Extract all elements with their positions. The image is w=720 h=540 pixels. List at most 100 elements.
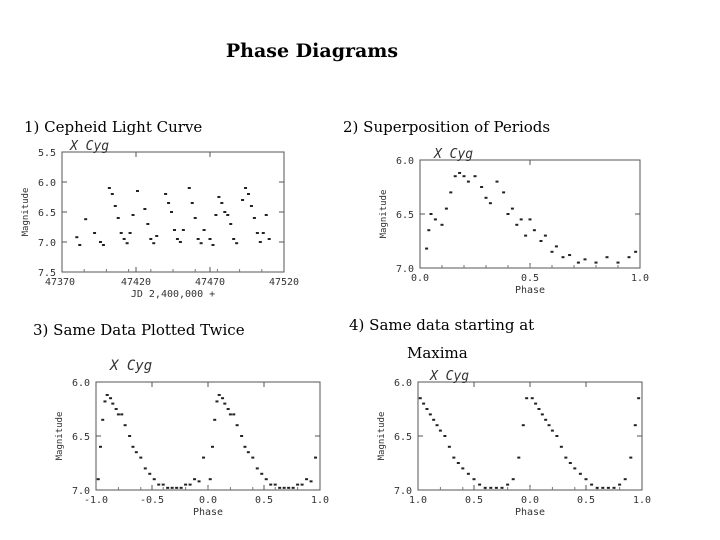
p3-data-point	[278, 486, 282, 489]
p4-data-point	[606, 486, 610, 489]
p3-data-point	[251, 456, 255, 459]
p4-data-point	[472, 478, 476, 481]
p2-data-point	[433, 218, 437, 221]
p1-data-point	[135, 190, 139, 192]
p2-data-point	[539, 240, 543, 242]
p2-data-point	[440, 223, 444, 226]
p2-data-point	[543, 234, 547, 237]
p3-xtick-label: 1.0	[311, 495, 329, 506]
p2-data-point	[616, 261, 620, 264]
p3-data-point	[157, 483, 161, 486]
p4-data-point	[483, 486, 487, 489]
p4-data-point	[530, 397, 534, 400]
p4-data-point	[584, 478, 588, 481]
p3-data-point	[226, 408, 230, 410]
p2-x-axis-label: Phase	[515, 285, 545, 296]
p3-data-point	[188, 483, 192, 486]
p2-data-point	[528, 218, 532, 221]
p2-data-point	[429, 213, 433, 215]
p4-chart-title: X Cyg	[429, 369, 469, 384]
p3-xtick-label: -1.0	[84, 495, 108, 506]
p4-data-point	[544, 418, 548, 421]
p1-data-point	[252, 217, 256, 219]
caption-starting-at-maxima-line1: 4) Same data starting at	[349, 316, 535, 334]
p2-data-point	[583, 258, 587, 261]
p1-data-point	[244, 187, 248, 189]
p2-data-point	[568, 254, 572, 257]
p1-data-point	[217, 196, 221, 198]
p3-data-point	[300, 483, 304, 486]
p3-data-point	[269, 483, 273, 486]
p3-data-point	[213, 418, 217, 421]
p1-data-point	[116, 217, 120, 219]
p1-ytick-label: 5.5	[38, 148, 56, 159]
p2-data-point	[532, 229, 536, 232]
p4-data-point	[540, 413, 544, 416]
p1-data-point	[155, 235, 159, 237]
p4-data-point	[438, 429, 442, 432]
p4-data-point	[478, 483, 482, 486]
p1-data-point	[246, 193, 250, 195]
p2-data-point	[488, 202, 492, 205]
p4-data-point	[432, 418, 436, 421]
p3-data-point	[208, 478, 212, 481]
p4-data-point	[517, 456, 521, 459]
p4-ytick-label: 6.0	[394, 378, 412, 389]
p4-data-point	[550, 429, 554, 432]
p4-data-point	[555, 435, 559, 437]
p1-data-point	[172, 229, 176, 231]
p3-data-point	[179, 486, 183, 489]
p3-data-point	[202, 456, 206, 459]
p1-data-point	[98, 241, 102, 243]
p1-data-point	[143, 208, 147, 210]
p3-data-point	[255, 467, 259, 470]
p3-data-point	[221, 397, 225, 400]
p1-data-point	[181, 229, 185, 231]
p2-y-axis-label: Magnitude	[379, 190, 389, 239]
p1-xtick-label: 47520	[269, 277, 299, 288]
p3-data-point	[131, 445, 135, 448]
caption-starting-at-maxima-line2: Maxima	[407, 344, 468, 362]
p2-data-point	[550, 250, 554, 253]
p2-data-point	[462, 175, 466, 178]
p2-data-point	[627, 256, 631, 259]
p1-data-point	[229, 223, 233, 225]
p3-data-point	[170, 486, 174, 489]
p3-x-axis-label: Phase	[193, 507, 223, 518]
p2-ytick-label: 7.0	[396, 264, 414, 275]
p1-x-axis-label: JD 2,400,000 +	[131, 289, 215, 300]
p1-data-point	[235, 242, 239, 245]
p4-data-point	[633, 424, 637, 427]
p2-data-point	[515, 223, 519, 226]
p3-data-point	[114, 408, 118, 410]
p1-data-point	[190, 202, 194, 204]
p3-data-point	[105, 393, 109, 396]
p2-data-point	[458, 171, 462, 174]
p3-data-point	[232, 413, 236, 416]
p3-data-point	[291, 486, 295, 489]
p1-data-point	[107, 187, 111, 189]
p1-chart-title: X Cyg	[69, 139, 109, 154]
p3-data-point	[175, 486, 179, 489]
p4-data-point	[612, 486, 616, 489]
p1-data-point	[164, 193, 168, 195]
p3-data-point	[143, 467, 147, 470]
p2-data-point	[519, 218, 523, 221]
p2-data-point	[502, 191, 506, 194]
p1-ytick-label: 7.0	[38, 238, 56, 249]
p3-data-point	[264, 478, 268, 481]
p1-data-point	[149, 238, 153, 240]
p1-data-point	[93, 232, 97, 234]
p1-data-point	[196, 238, 200, 240]
p2-chart-title: X Cyg	[433, 147, 473, 162]
p1-xtick-label-first: 47370	[45, 277, 75, 288]
p2-xtick-label: 1.0	[631, 273, 649, 284]
p3-data-point	[134, 451, 138, 454]
p3-data-point	[240, 435, 244, 437]
p1-data-point	[261, 232, 265, 234]
p3-data-point	[243, 445, 247, 448]
p3-data-point	[98, 445, 102, 448]
p1-data-point	[223, 211, 227, 213]
p2-ytick-label: 6.5	[396, 210, 414, 221]
p1-data-point	[202, 229, 206, 231]
